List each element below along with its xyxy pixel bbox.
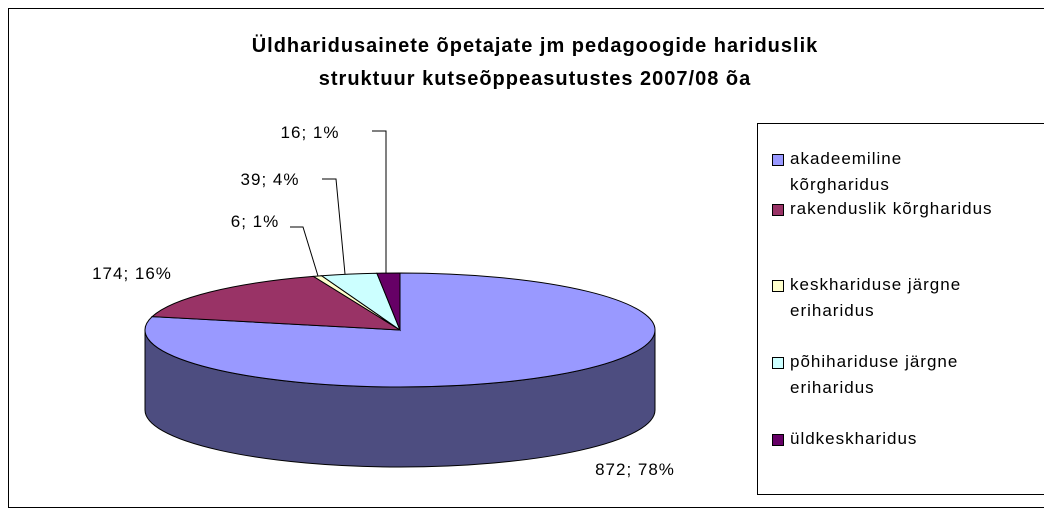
legend-item: põhihariduse järgne eriharidus xyxy=(772,349,990,401)
legend-swatch xyxy=(772,204,784,216)
legend-swatch xyxy=(772,357,784,369)
legend-item: keskhariduse järgne eriharidus xyxy=(772,272,990,324)
legend-item: üldkeskharidus xyxy=(772,426,990,452)
data-label: 174; 16% xyxy=(92,264,172,283)
slice xyxy=(376,272,401,331)
legend-item: akadeemiline kõrgharidus xyxy=(772,146,990,198)
data-label: 6; 1% xyxy=(231,212,279,231)
legend-label: keskhariduse järgne eriharidus xyxy=(790,275,962,320)
data-label: 16; 1% xyxy=(281,123,340,142)
leader-line xyxy=(322,178,346,275)
legend-label: üldkeskharidus xyxy=(790,429,918,448)
leader-line xyxy=(372,130,387,273)
legend-swatch xyxy=(772,280,784,292)
legend: akadeemiline kõrgharidus rakenduslik kõrg… xyxy=(757,123,1044,495)
chart-frame xyxy=(8,8,1044,508)
legend-swatch xyxy=(772,154,784,166)
data-label: 872; 78% xyxy=(595,460,675,479)
legend-label: põhihariduse järgne eriharidus xyxy=(790,352,959,397)
chart-title: struktuur kutseõppeasutustes 2007/08 õa xyxy=(319,68,751,90)
legend-label: rakenduslik kõrgharidus xyxy=(790,199,993,218)
legend-label: akadeemiline kõrgharidus xyxy=(790,149,903,194)
leader-line xyxy=(290,226,319,277)
legend-item: rakenduslik kõrgharidus xyxy=(772,196,993,222)
data-label: 39; 4% xyxy=(241,170,300,189)
legend-swatch xyxy=(772,434,784,446)
chart-title: Üldharidusainete õpetajate jm pedagoogid… xyxy=(252,34,819,57)
slice xyxy=(150,275,401,331)
